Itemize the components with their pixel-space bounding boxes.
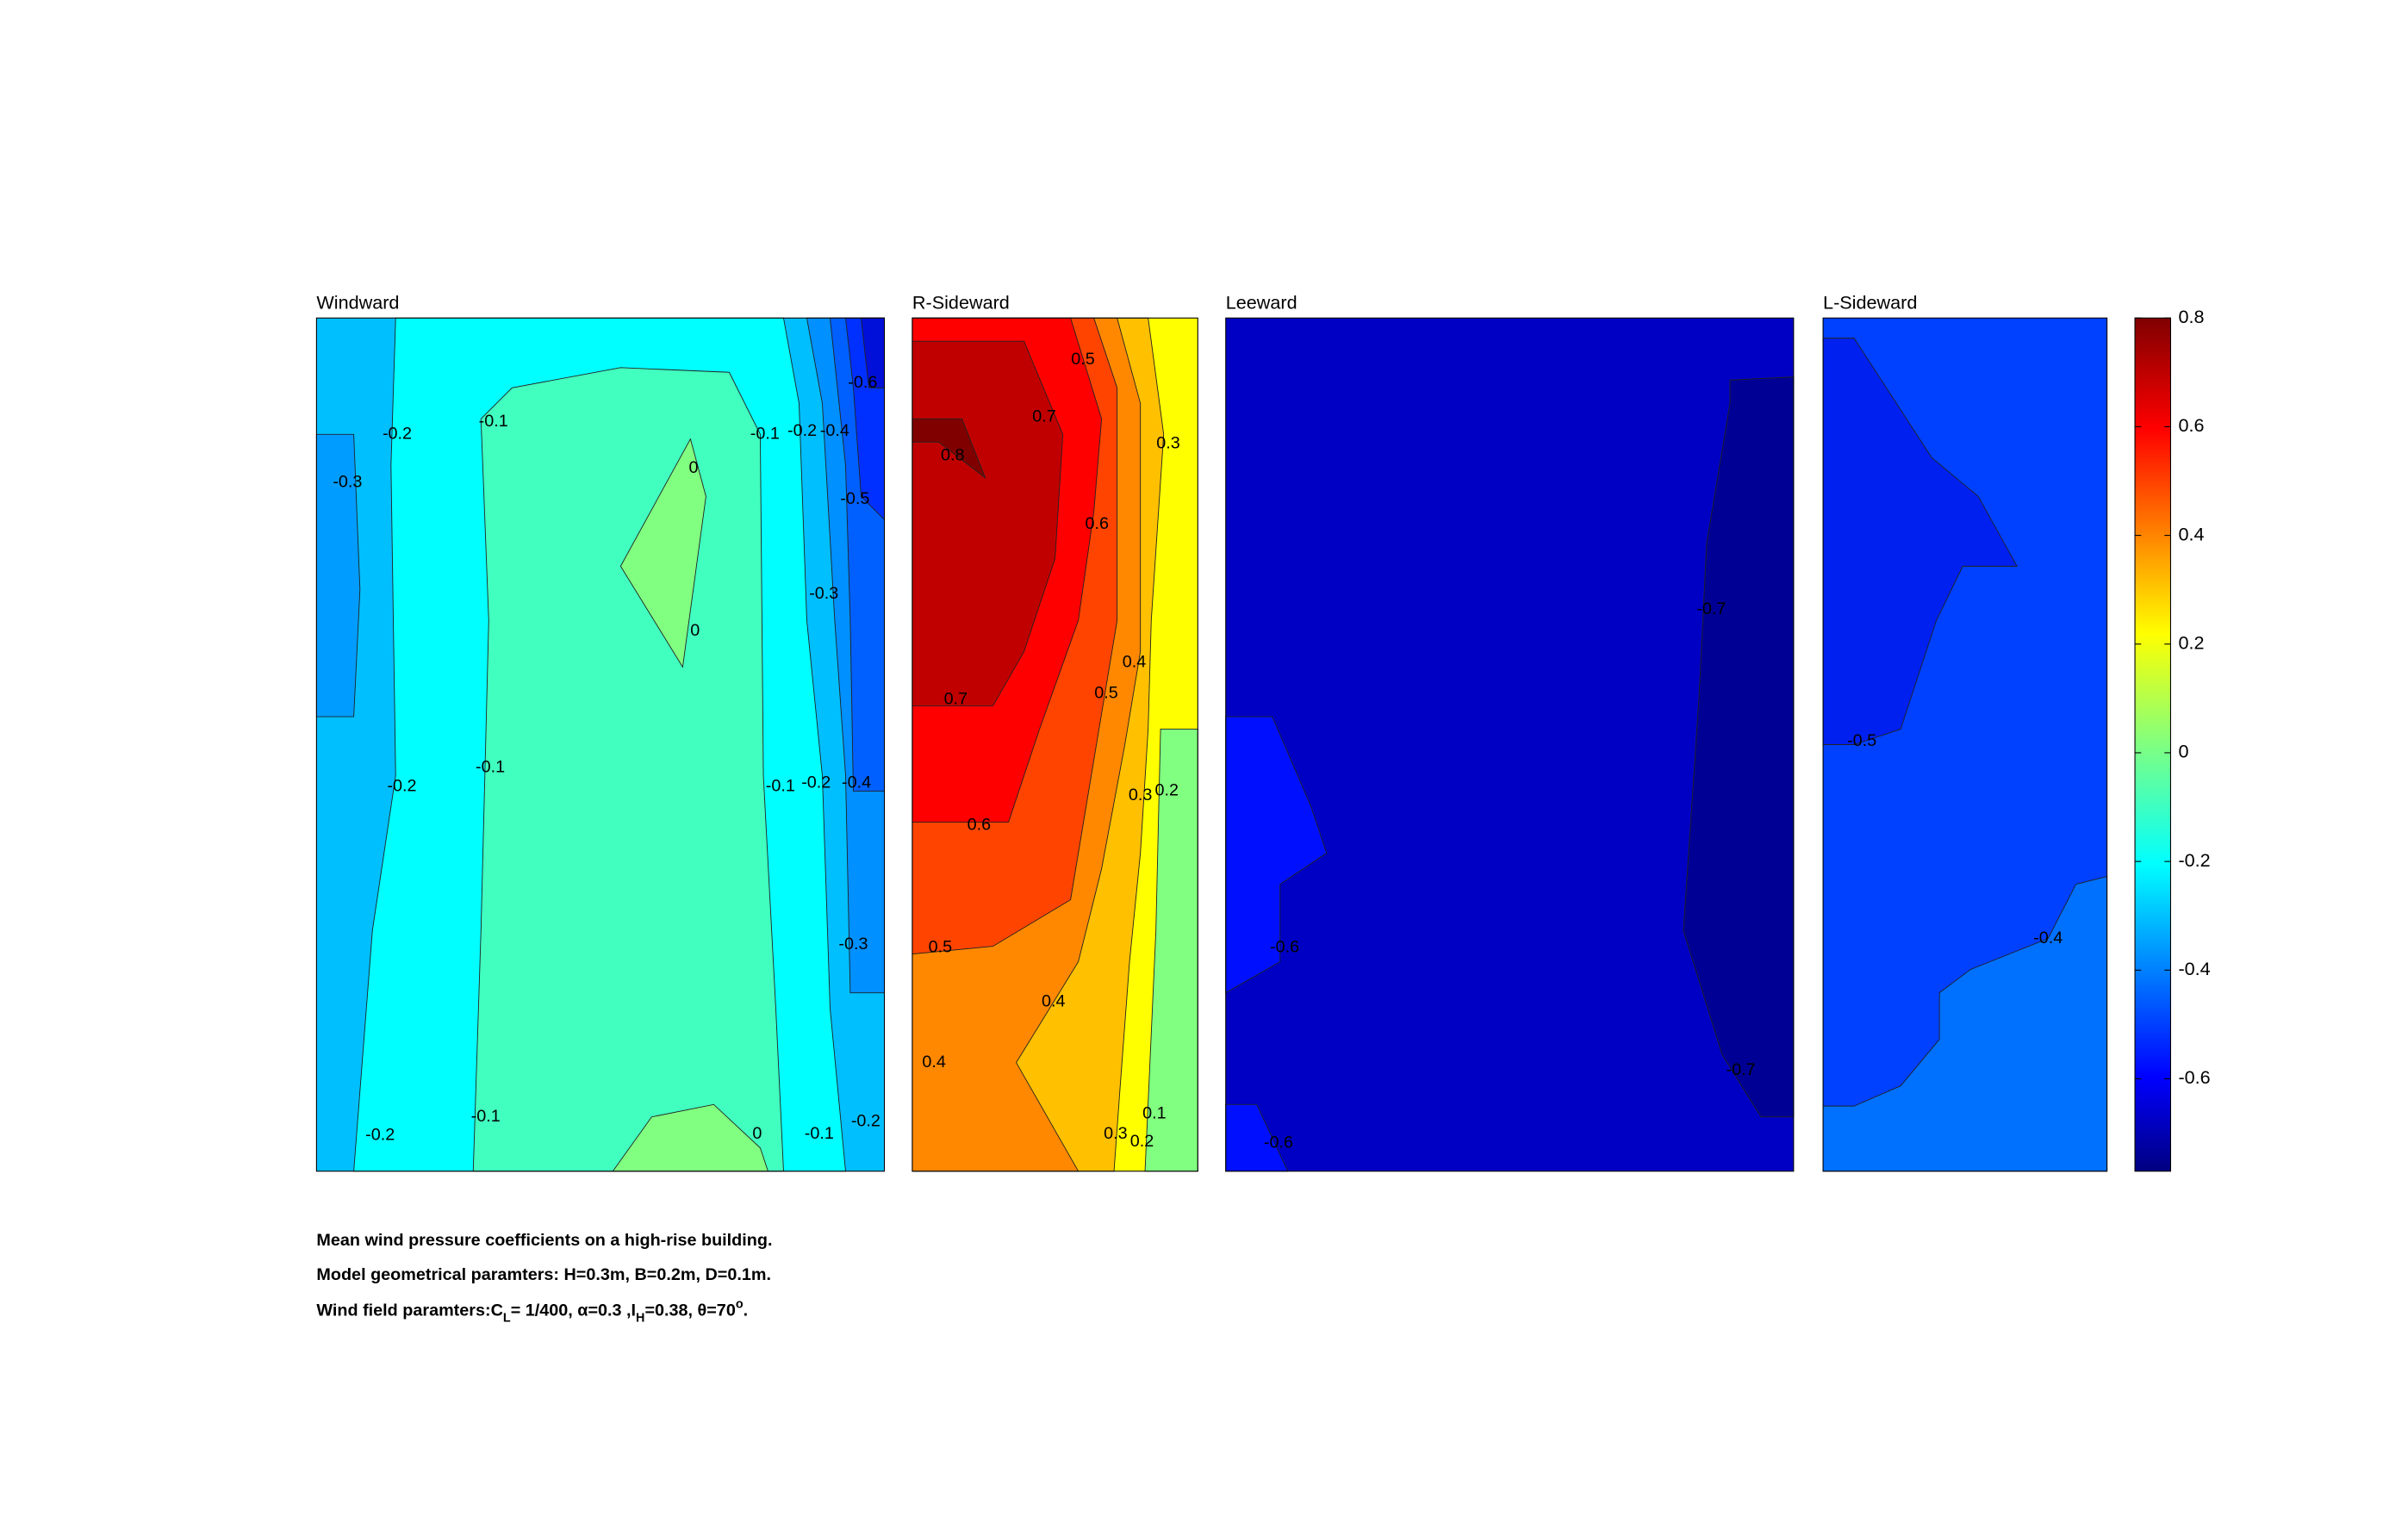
colorbar-tick-label: -0.2 (2178, 849, 2210, 871)
colorbar-tick-label: -0.4 (2178, 958, 2210, 979)
contour-label: 0.1 (1142, 1103, 1167, 1122)
contour-label: 0.4 (1042, 992, 1066, 1011)
caption-line: Wind field paramters:CL= 1/400, α=0.3 ,I… (316, 1297, 748, 1325)
panel-title: Windward (316, 291, 399, 313)
panel-frame (315, 317, 886, 1172)
contour-label: -0.4 (842, 773, 871, 792)
contour-label: 0.4 (1123, 652, 1147, 671)
caption-line: Mean wind pressure coefficients on a hig… (316, 1231, 772, 1250)
contour-label: 0.3 (1104, 1124, 1128, 1143)
panel-frame (1822, 317, 2108, 1172)
contour-label: 0.2 (1130, 1132, 1154, 1151)
contour-label: -0.7 (1696, 599, 1726, 618)
caption-part: = 1/400, α=0.3 ,I (511, 1301, 636, 1320)
contour-label: 0.6 (968, 815, 992, 834)
contour-label: -0.2 (387, 776, 416, 795)
contour-label: -0.4 (820, 421, 849, 440)
contour-label: 0 (690, 621, 700, 640)
caption-line: Model geometrical paramters: H=0.3m, B=0… (316, 1265, 771, 1284)
contour-label: -0.1 (805, 1124, 834, 1143)
contour-label: 0.4 (922, 1053, 946, 1071)
contour-label: -0.4 (2033, 929, 2063, 947)
caption-part: Wind field paramters:C (316, 1301, 503, 1320)
contour-region (1822, 338, 2018, 745)
contour-label: -0.6 (1264, 1134, 1293, 1152)
panel-title: Leeward (1226, 291, 1297, 313)
colorbar-tick-label: 0.2 (2178, 631, 2204, 653)
colorbar-tick-label: 0.6 (2178, 414, 2204, 436)
contour-label: -0.1 (471, 1107, 501, 1126)
caption-part: . (744, 1301, 749, 1320)
contour-label: 0.3 (1156, 433, 1180, 452)
contour-label: -0.6 (848, 373, 877, 392)
contour-label: -0.5 (840, 489, 869, 508)
contour-region (472, 367, 784, 1172)
contour-label: -0.1 (766, 776, 795, 795)
colorbar-tick-label: 0.4 (2178, 523, 2204, 544)
contour-label: -0.2 (383, 425, 412, 444)
contour-label: 0.6 (1085, 514, 1109, 533)
panel-title: L-Sideward (1823, 291, 1917, 313)
contour-label: 0.5 (1094, 683, 1118, 702)
contour-label: 0.7 (1032, 407, 1056, 426)
caption-sub: L (503, 1311, 511, 1325)
contour-label: -0.1 (476, 758, 505, 777)
caption-sup: o (736, 1297, 744, 1311)
colorbar (2134, 317, 2172, 1172)
contour-label: -0.1 (750, 425, 780, 444)
contour-label: -0.2 (851, 1111, 880, 1130)
contour-label: 0.8 (941, 446, 965, 465)
caption-part: =0.38, θ=70 (644, 1301, 735, 1320)
contour-label: -0.6 (1270, 938, 1299, 957)
contour-label: -0.3 (838, 935, 868, 953)
contour-label: 0.7 (944, 689, 968, 708)
panel-frame (1225, 317, 1795, 1172)
panel-title: R-Sideward (912, 291, 1010, 313)
contour-region (1225, 716, 1328, 994)
contour-label: -0.3 (333, 472, 362, 491)
colorbar-tick-label: -0.6 (2178, 1066, 2210, 1088)
contour-label: -0.2 (365, 1126, 395, 1145)
contour-label: 0.2 (1155, 781, 1179, 800)
colorbar-tick-label: 0.8 (2178, 306, 2204, 327)
contour-label: -0.2 (787, 421, 817, 440)
contour-label: 0.5 (1071, 350, 1095, 369)
contour-label: 0.3 (1129, 786, 1153, 804)
contour-label: -0.1 (479, 412, 508, 431)
contour-region (619, 438, 706, 668)
contour-label: -0.7 (1727, 1060, 1756, 1079)
contour-label: -0.2 (801, 773, 831, 792)
contour-label: -0.5 (1847, 731, 1876, 750)
panel-frame (912, 317, 1198, 1172)
contour-label: 0.5 (929, 938, 953, 957)
contour-label: -0.3 (809, 584, 838, 603)
colorbar-tick-label: 0 (2178, 741, 2188, 762)
contour-label: 0 (688, 458, 698, 477)
caption-sub: H (636, 1311, 644, 1325)
contour-label: 0 (752, 1124, 762, 1143)
